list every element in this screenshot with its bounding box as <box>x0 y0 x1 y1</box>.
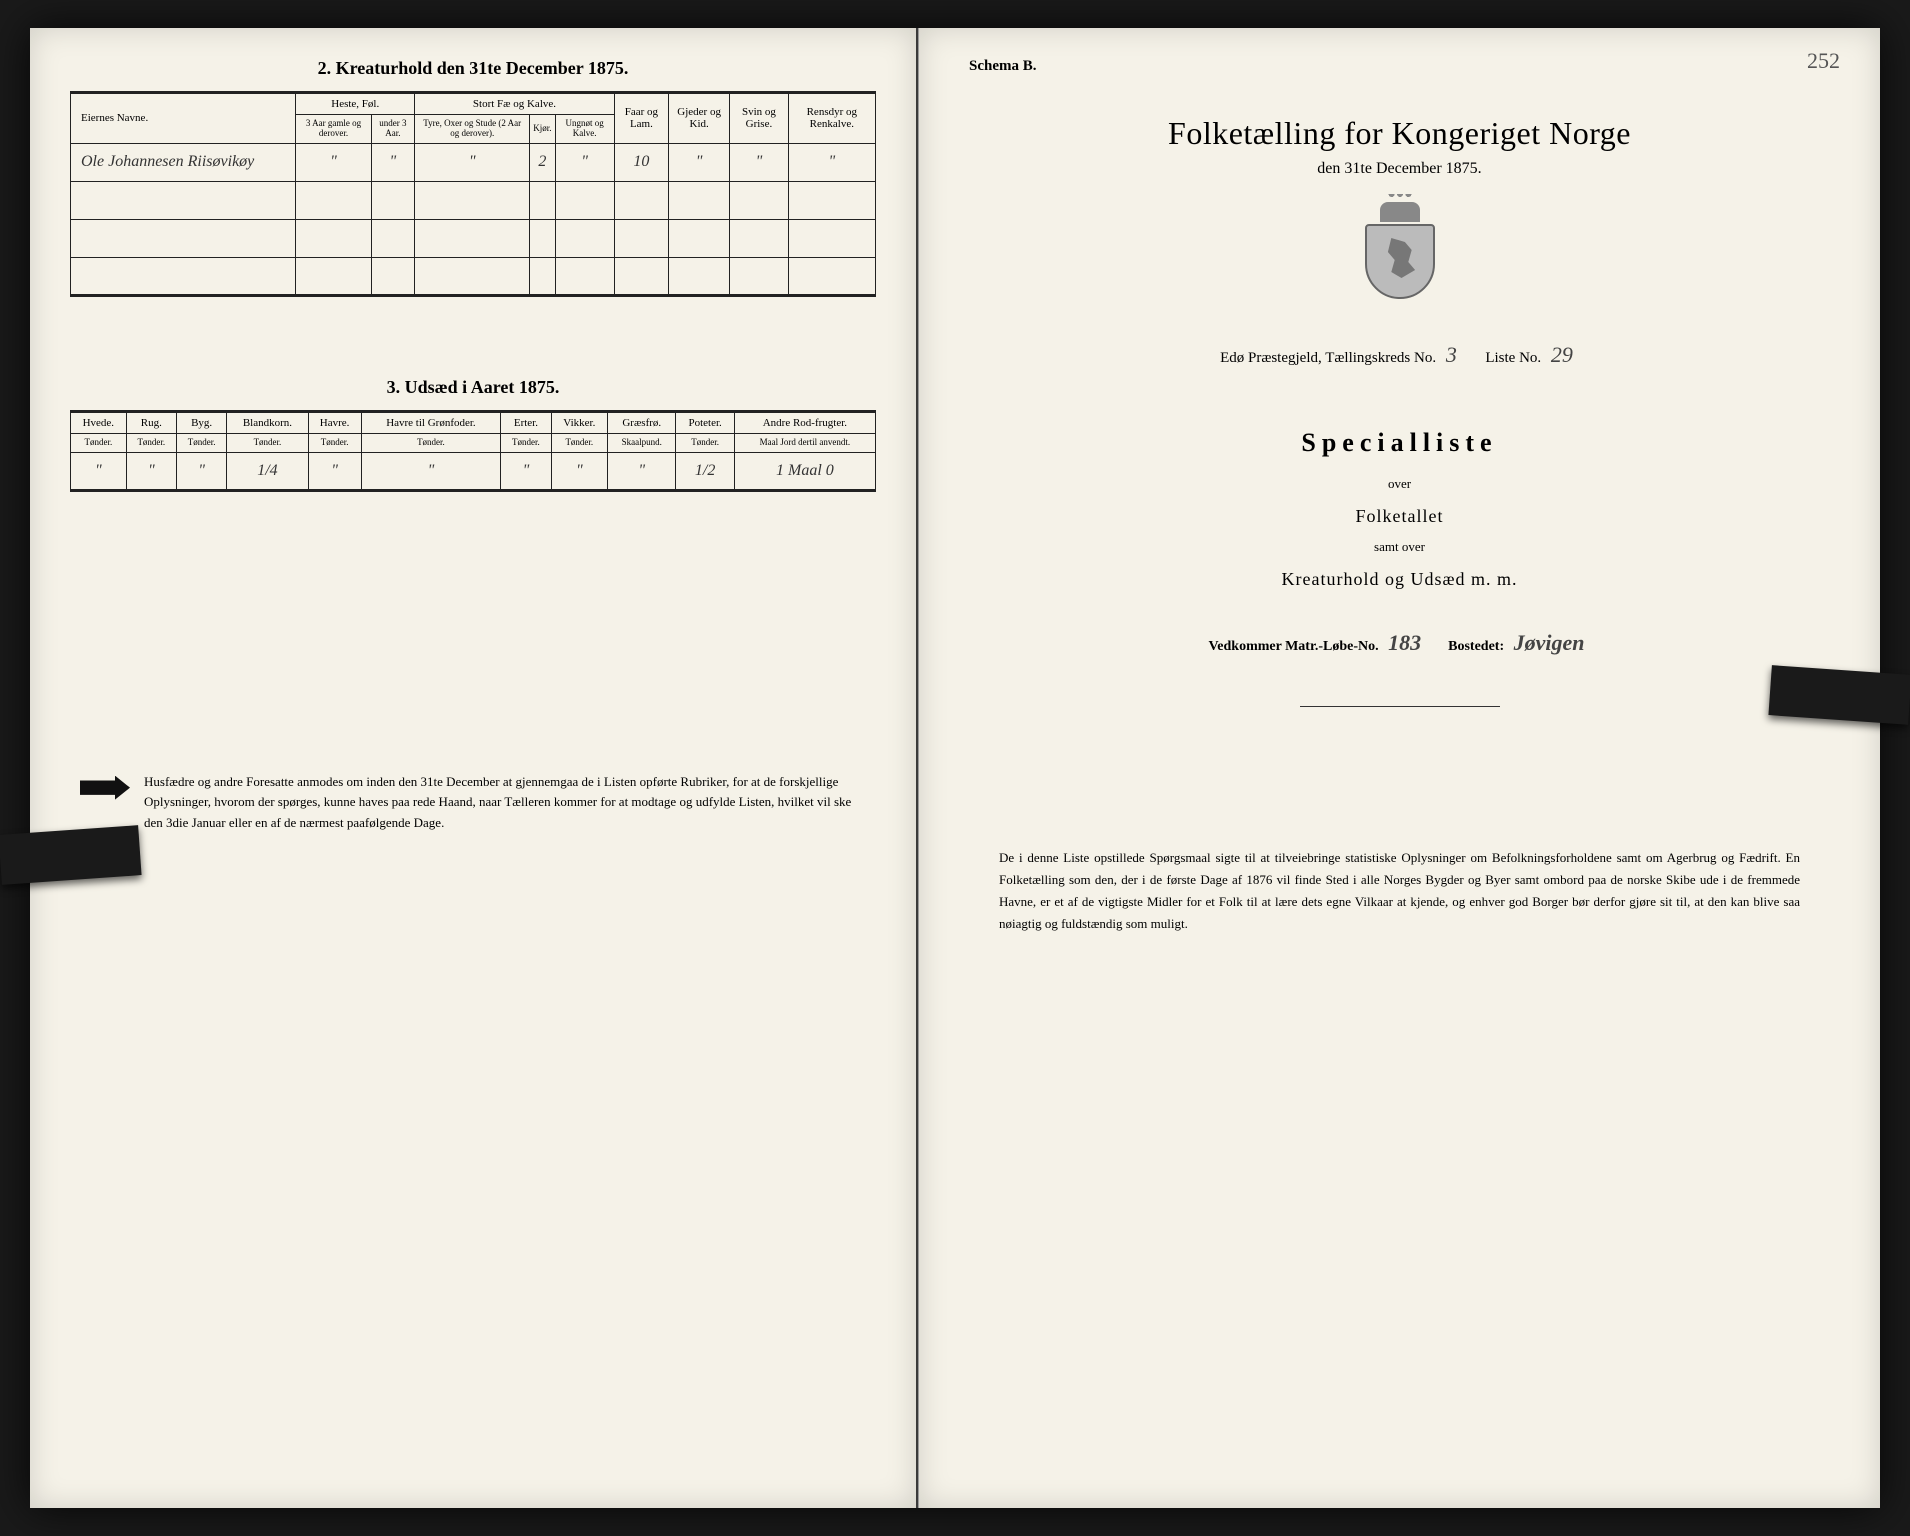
cell-graesfro: " <box>608 452 676 490</box>
table-row <box>71 181 876 219</box>
th-vikker: Vikker. <box>551 411 607 433</box>
th-maal: Maal Jord dertil anvendt. <box>734 433 875 452</box>
kreatur-table: Eiernes Navne. Heste, Føl. Stort Fæ og K… <box>70 91 876 297</box>
cell-andre: 1 Maal 0 <box>734 452 875 490</box>
th-ungnot: Ungnøt og Kalve. <box>555 115 614 144</box>
right-page: 252 Schema B. Folketælling for Kongerige… <box>918 28 1880 1508</box>
table-row <box>71 219 876 257</box>
cell-byg: " <box>176 452 226 490</box>
horizontal-rule <box>1300 706 1500 707</box>
admin-line: Edø Præstegjeld, Tællingskreds No. 3 Lis… <box>989 342 1810 368</box>
matr-no: 183 <box>1382 630 1427 655</box>
cell-svin: " <box>730 143 788 181</box>
th-tonder: Tønder. <box>71 433 127 452</box>
table-row: " " " 1/4 " " " " " 1/2 1 Maal 0 <box>71 452 876 490</box>
th-eier: Eiernes Navne. <box>71 93 296 144</box>
th-rug: Rug. <box>126 411 176 433</box>
th-erter: Erter. <box>501 411 551 433</box>
footer-text: Husfædre og andre Foresatte anmodes om i… <box>144 772 866 834</box>
cell-gjeder: " <box>669 143 730 181</box>
kreds-no: 3 <box>1440 342 1463 367</box>
cell-blandkorn: 1/4 <box>227 452 308 490</box>
th-gjeder: Gjeder og Kid. <box>669 93 730 144</box>
cell-havre: " <box>308 452 361 490</box>
right-content: Folketælling for Kongeriget Norge den 31… <box>959 115 1840 935</box>
th-tonder: Tønder. <box>676 433 734 452</box>
cell-navn: Ole Johannesen Riisøvikøy <box>71 143 296 181</box>
cell-rensdyr: " <box>788 143 875 181</box>
th-skaalpund: Skaalpund. <box>608 433 676 452</box>
coat-of-arms-icon <box>1360 202 1440 302</box>
th-andre: Andre Rod-frugter. <box>734 411 875 433</box>
th-svin: Svin og Grise. <box>730 93 788 144</box>
section3-title: 3. Udsæd i Aaret 1875. <box>70 377 876 398</box>
subtitle: den 31te December 1875. <box>989 160 1810 178</box>
th-havre: Havre. <box>308 411 361 433</box>
th-byg: Byg. <box>176 411 226 433</box>
liste-no: 29 <box>1545 342 1579 367</box>
cell-heste2: " <box>371 143 415 181</box>
bottom-paragraph: De i denne Liste opstillede Spørgsmaal s… <box>989 847 1810 935</box>
samt-over: samt over <box>989 539 1810 555</box>
cell-havregron: " <box>361 452 501 490</box>
th-blandkorn: Blandkorn. <box>227 411 308 433</box>
table-row: Ole Johannesen Riisøvikøy " " " 2 " 10 "… <box>71 143 876 181</box>
th-faar: Faar og Lam. <box>614 93 668 144</box>
specialliste-heading: Specialliste <box>989 428 1810 458</box>
th-stort: Stort Fæ og Kalve. <box>415 93 615 115</box>
th-tonder: Tønder. <box>501 433 551 452</box>
udsaed-table: Hvede. Rug. Byg. Blandkorn. Havre. Havre… <box>70 410 876 492</box>
kreatur-heading: Kreaturhold og Udsæd m. m. <box>989 569 1810 590</box>
th-graesfro: Græsfrø. <box>608 411 676 433</box>
th-tonder: Tønder. <box>126 433 176 452</box>
folketallet: Folketallet <box>989 506 1810 527</box>
liste-label: Liste No. <box>1485 350 1541 366</box>
over-text: over <box>989 476 1810 492</box>
th-heste: Heste, Føl. <box>296 93 415 115</box>
th-tonder: Tønder. <box>361 433 501 452</box>
vedkommer-line: Vedkommer Matr.-Løbe-No. 183 Bostedet: J… <box>989 630 1810 656</box>
footer-note: Husfædre og andre Foresatte anmodes om i… <box>70 772 876 834</box>
th-hvede: Hvede. <box>71 411 127 433</box>
cell-vikker: " <box>551 452 607 490</box>
page-clip-icon <box>0 825 142 885</box>
cell-hvede: " <box>71 452 127 490</box>
th-heste1: 3 Aar gamle og derover. <box>296 115 371 144</box>
th-tonder: Tønder. <box>176 433 226 452</box>
cell-erter: " <box>501 452 551 490</box>
cell-kjor: 2 <box>530 143 555 181</box>
page-clip-icon <box>1768 665 1910 725</box>
th-rensdyr: Rensdyr og Renkalve. <box>788 93 875 144</box>
main-title: Folketælling for Kongeriget Norge <box>989 115 1810 152</box>
cell-heste1: " <box>296 143 371 181</box>
cell-tyre: " <box>415 143 530 181</box>
table-row <box>71 257 876 295</box>
vedkommer-label: Vedkommer Matr.-Løbe-No. <box>1208 639 1378 654</box>
th-tonder: Tønder. <box>551 433 607 452</box>
th-heste2: under 3 Aar. <box>371 115 415 144</box>
th-tonder: Tønder. <box>308 433 361 452</box>
th-tyre: Tyre, Oxer og Stude (2 Aar og derover). <box>415 115 530 144</box>
cell-faar: 10 <box>614 143 668 181</box>
pointing-hand-icon <box>80 776 130 800</box>
left-page: 2. Kreaturhold den 31te December 1875. E… <box>30 28 918 1508</box>
cell-poteter: 1/2 <box>676 452 734 490</box>
section2-title: 2. Kreaturhold den 31te December 1875. <box>70 58 876 79</box>
th-tonder: Tønder. <box>227 433 308 452</box>
cell-rug: " <box>126 452 176 490</box>
book-spread: 2. Kreaturhold den 31te December 1875. E… <box>30 28 1880 1508</box>
th-havregron: Havre til Grønfoder. <box>361 411 501 433</box>
admin-prefix: Edø Præstegjeld, Tællingskreds No. <box>1220 350 1436 366</box>
page-number: 252 <box>1807 48 1840 74</box>
th-kjor: Kjør. <box>530 115 555 144</box>
schema-label: Schema B. <box>969 58 1840 75</box>
th-poteter: Poteter. <box>676 411 734 433</box>
cell-ungnot: " <box>555 143 614 181</box>
bostedet-value: Jøvigen <box>1508 630 1591 655</box>
bostedet-label: Bostedet: <box>1448 639 1504 654</box>
